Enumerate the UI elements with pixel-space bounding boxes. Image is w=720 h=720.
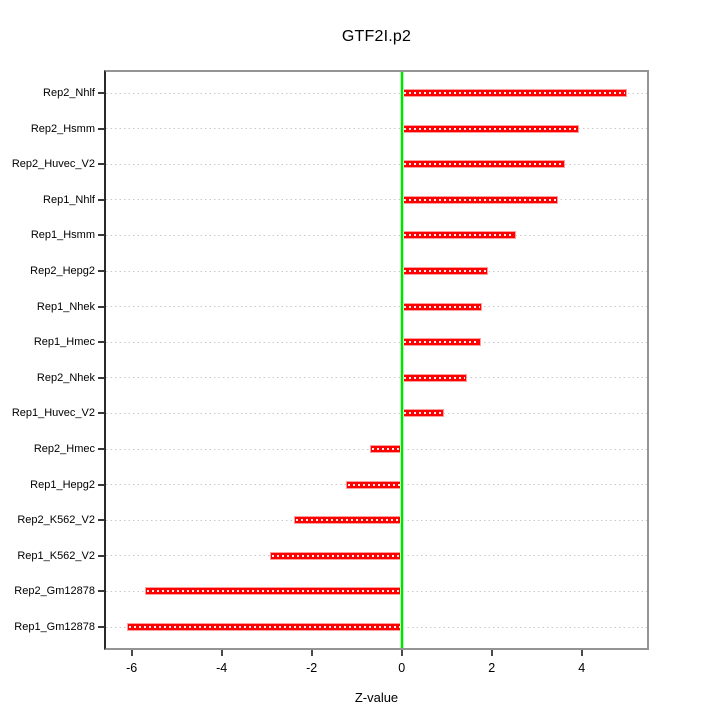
y-tick-mark xyxy=(98,483,105,486)
grid-line xyxy=(106,341,647,343)
y-tick-mark xyxy=(98,234,105,237)
bar-rep1_hmec xyxy=(401,338,481,347)
plot-area xyxy=(104,70,649,650)
bar-rep1_gm12878 xyxy=(126,623,402,631)
bar-inner-dotted-line xyxy=(403,270,487,272)
y-category-label: Rep1_Huvec_V2 xyxy=(11,407,95,420)
x-tick-mark xyxy=(130,650,133,656)
y-category-label: Rep2_Huvec_V2 xyxy=(11,158,95,171)
bar-rep1_nhek xyxy=(401,302,483,311)
grid-line xyxy=(106,92,647,94)
y-category-label: Rep2_Nhek xyxy=(36,371,95,384)
grid-line xyxy=(106,306,647,308)
bar-inner-dotted-line xyxy=(296,519,400,522)
bar-rep1_hsmm xyxy=(401,231,516,240)
grid-line xyxy=(106,377,647,379)
y-tick-mark xyxy=(98,163,105,166)
x-axis-title: Z-value xyxy=(354,690,399,705)
y-category-label: Rep2_K562_V2 xyxy=(17,514,95,527)
bar-inner-dotted-line xyxy=(147,590,400,593)
grid-line xyxy=(106,199,647,201)
bar-inner-dotted-line xyxy=(403,412,443,415)
y-category-label: Rep1_Hmec xyxy=(33,336,95,349)
x-tick-mark xyxy=(490,650,493,656)
zero-line xyxy=(399,72,404,648)
y-category-label: Rep2_Hmec xyxy=(33,443,95,455)
y-tick-mark xyxy=(98,448,105,450)
x-tick-mark xyxy=(400,650,403,656)
bar-rep2_huvec_v2 xyxy=(401,160,566,169)
chart-title: GTF2I.p2 xyxy=(341,28,412,45)
y-category-label: Rep2_Hsmm xyxy=(30,122,95,135)
y-tick-mark xyxy=(98,554,105,557)
y-category-label: Rep1_Gm12878 xyxy=(14,621,95,633)
y-tick-mark xyxy=(98,590,105,593)
bar-inner-dotted-line xyxy=(403,92,625,94)
grid-line xyxy=(106,128,647,130)
bar-inner-dotted-line xyxy=(348,483,400,486)
bar-rep1_hepg2 xyxy=(346,480,402,489)
bar-rep2_hepg2 xyxy=(401,267,489,275)
bar-inner-dotted-line xyxy=(403,341,479,344)
bar-rep1_huvec_v2 xyxy=(401,409,445,418)
y-category-label: Rep2_Nhlf xyxy=(43,87,95,99)
bar-rep2_nhek xyxy=(401,373,467,382)
y-tick-mark xyxy=(98,305,105,308)
y-tick-mark xyxy=(98,198,105,201)
y-tick-mark xyxy=(98,92,105,94)
x-tick-mark xyxy=(580,650,583,656)
bar-inner-dotted-line xyxy=(403,163,564,166)
bar-inner-dotted-line xyxy=(403,198,556,201)
bar-rep1_nhlf xyxy=(401,195,558,204)
y-category-label: Rep1_Hsmm xyxy=(30,229,95,242)
bar-rep2_gm12878 xyxy=(145,587,402,596)
y-tick-mark xyxy=(98,376,105,379)
y-tick-mark xyxy=(98,412,105,415)
y-category-label: Rep1_Hepg2 xyxy=(30,478,95,491)
bar-inner-dotted-line xyxy=(128,626,400,628)
bar-inner-dotted-line xyxy=(272,554,400,557)
y-category-label: Rep2_Hepg2 xyxy=(30,265,95,277)
x-tick-label: 4 xyxy=(578,661,586,675)
grid-line xyxy=(106,163,647,165)
y-category-label: Rep2_Gm12878 xyxy=(14,585,95,598)
x-tick-mark xyxy=(220,650,223,656)
bar-inner-dotted-line xyxy=(403,127,578,130)
bar-rep2_nhlf xyxy=(401,89,627,97)
bar-inner-dotted-line xyxy=(403,305,481,308)
grid-line xyxy=(106,234,647,236)
y-category-label: Rep1_K562_V2 xyxy=(17,549,95,562)
bar-inner-dotted-line xyxy=(403,376,465,379)
x-tick-label: -6 xyxy=(126,661,138,675)
y-tick-mark xyxy=(98,341,105,344)
y-tick-mark xyxy=(98,626,105,628)
bar-inner-dotted-line xyxy=(403,234,514,237)
bar-rep1_k562_v2 xyxy=(270,551,402,560)
x-tick-label: 0 xyxy=(398,661,406,675)
bar-rep2_k562_v2 xyxy=(294,516,402,525)
y-category-label: Rep1_Nhek xyxy=(36,300,95,313)
bar-inner-dotted-line xyxy=(372,448,400,450)
y-tick-mark xyxy=(98,519,105,522)
x-tick-mark xyxy=(310,650,313,656)
bar-rep2_hmec xyxy=(370,445,402,453)
y-category-label: Rep1_Nhlf xyxy=(43,193,95,206)
grid-line xyxy=(106,412,647,414)
y-tick-mark xyxy=(98,270,105,272)
grid-line xyxy=(106,270,647,272)
y-tick-mark xyxy=(98,127,105,130)
bar-rep2_hsmm xyxy=(401,124,580,133)
x-tick-label: -2 xyxy=(306,661,318,675)
x-tick-label: 2 xyxy=(488,661,496,675)
x-tick-label: -4 xyxy=(216,661,228,675)
